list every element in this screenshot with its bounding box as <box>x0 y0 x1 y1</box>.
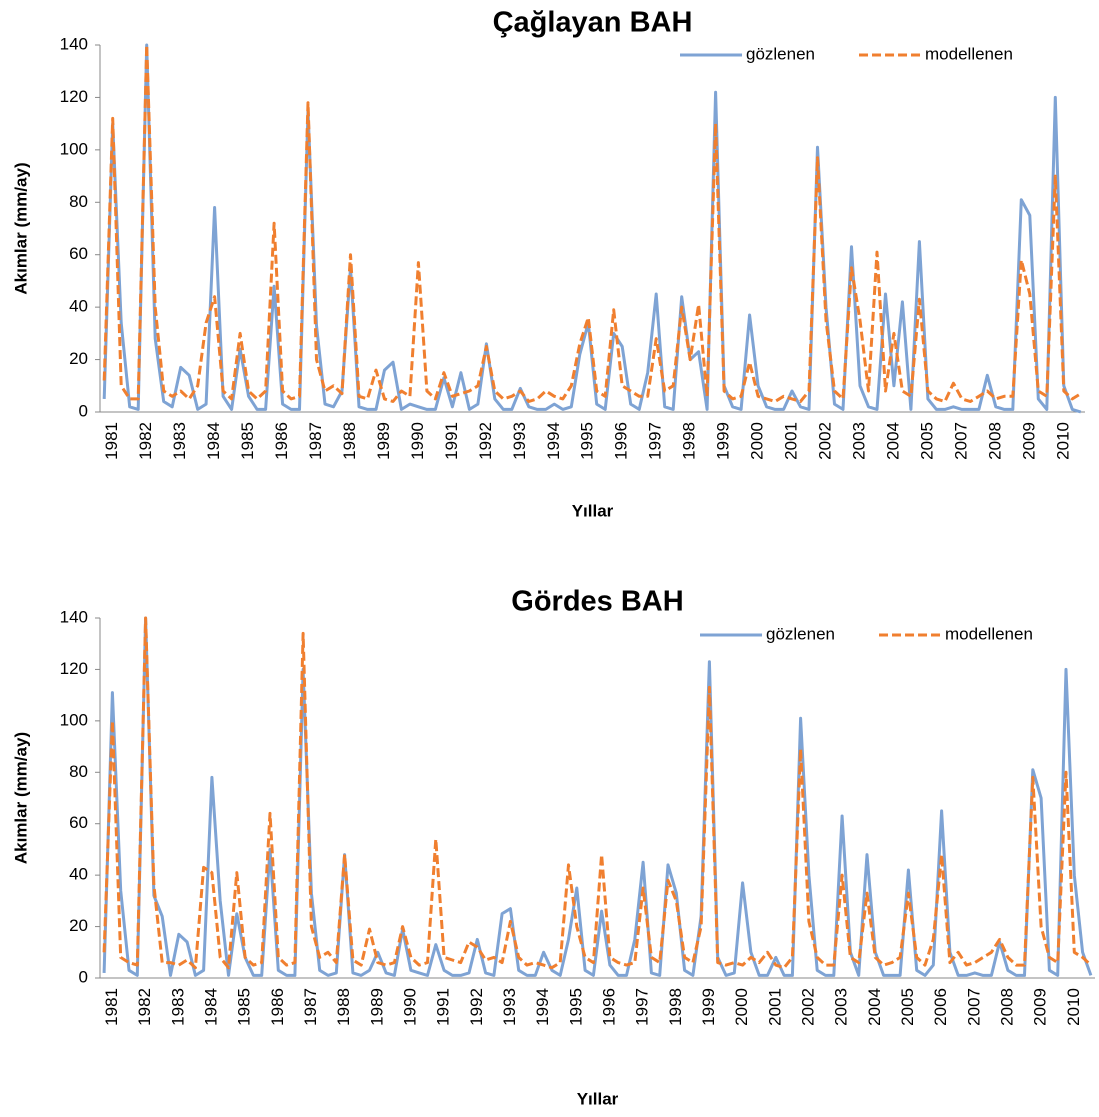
x-tick-label: 1993 <box>510 422 529 460</box>
x-tick-label: 2004 <box>883 422 902 460</box>
x-tick-label: 1981 <box>102 422 121 460</box>
x-tick-label: 1987 <box>306 422 325 460</box>
y-tick-label: 40 <box>69 865 88 884</box>
x-tick-label: 1981 <box>102 988 121 1026</box>
x-tick-label: 1987 <box>301 988 320 1026</box>
series-line <box>102 616 1093 977</box>
x-tick-label: 2005 <box>917 422 936 460</box>
y-tick-label: 120 <box>60 659 88 678</box>
x-tick-label: 1986 <box>268 988 287 1026</box>
x-tick-label: 1995 <box>578 422 597 460</box>
y-tick-label: 20 <box>69 349 88 368</box>
legend-label: gözlenen <box>766 624 835 643</box>
x-tick-label: 2002 <box>815 422 834 460</box>
y-tick-label: 0 <box>79 967 88 986</box>
x-tick-label: 1983 <box>170 422 189 460</box>
legend-label: modellenen <box>945 624 1033 643</box>
x-tick-label: 1994 <box>533 988 552 1026</box>
y-tick-label: 140 <box>60 607 88 626</box>
y-tick-label: 60 <box>69 244 88 263</box>
x-tick-label: 1983 <box>168 988 187 1026</box>
x-tick-label: 1995 <box>566 988 585 1026</box>
y-tick-label: 80 <box>69 762 88 781</box>
x-tick-label: 1996 <box>612 422 631 460</box>
x-tick-label: 2003 <box>832 988 851 1026</box>
x-tick-label: 1990 <box>400 988 419 1026</box>
x-tick-label: 1982 <box>136 422 155 460</box>
x-tick-label: 1997 <box>633 988 652 1026</box>
y-tick-label: 140 <box>60 34 88 53</box>
x-tick-label: 1997 <box>646 422 665 460</box>
x-tick-label: 1999 <box>714 422 733 460</box>
x-tick-label: 1991 <box>434 988 453 1026</box>
x-tick-label: 1992 <box>467 988 486 1026</box>
y-tick-label: 100 <box>60 139 88 158</box>
x-tick-label: 1989 <box>374 422 393 460</box>
x-tick-label: 2010 <box>1053 422 1072 460</box>
x-tick-label: 2007 <box>964 988 983 1026</box>
x-tick-label: 2000 <box>748 422 767 460</box>
x-tick-label: 1982 <box>135 988 154 1026</box>
x-tick-label: 1991 <box>442 422 461 460</box>
legend-label: modellenen <box>925 44 1013 63</box>
x-tick-label: 1984 <box>204 422 223 460</box>
x-tick-label: 2010 <box>1064 988 1083 1026</box>
x-tick-label: 2001 <box>765 988 784 1026</box>
x-tick-label: 1988 <box>334 988 353 1026</box>
x-tick-label: 1999 <box>699 988 718 1026</box>
y-tick-label: 40 <box>69 297 88 316</box>
x-tick-label: 1988 <box>340 422 359 460</box>
x-tick-label: 2009 <box>1019 422 1038 460</box>
chart-title: Gördes BAH <box>511 586 683 618</box>
x-tick-label: 1996 <box>599 988 618 1026</box>
x-tick-label: 2002 <box>798 988 817 1026</box>
y-tick-label: 100 <box>60 710 88 729</box>
y-axis-label: Akımlar (mm/ay) <box>11 162 30 294</box>
x-tick-label: 2001 <box>782 422 801 460</box>
y-tick-label: 120 <box>60 87 88 106</box>
x-axis-label: Yıllar <box>572 501 614 520</box>
y-tick-label: 20 <box>69 916 88 935</box>
series-line <box>102 616 1092 970</box>
x-tick-label: 1994 <box>544 422 563 460</box>
legend-label: gözlenen <box>746 44 815 63</box>
x-tick-label: 2007 <box>951 422 970 460</box>
x-tick-label: 2004 <box>865 988 884 1026</box>
series-line <box>102 43 1082 414</box>
x-axis-label: Yıllar <box>577 1089 619 1108</box>
x-tick-label: 1992 <box>476 422 495 460</box>
x-tick-label: 2009 <box>1031 988 1050 1026</box>
y-tick-label: 60 <box>69 813 88 832</box>
chart-title: Çağlayan BAH <box>493 7 693 39</box>
x-tick-label: 1985 <box>235 988 254 1026</box>
x-tick-label: 1986 <box>272 422 291 460</box>
series-line <box>102 43 1082 403</box>
x-tick-label: 2003 <box>849 422 868 460</box>
x-tick-label: 2005 <box>898 988 917 1026</box>
y-tick-label: 80 <box>69 192 88 211</box>
x-tick-label: 1984 <box>201 988 220 1026</box>
x-tick-label: 1989 <box>367 988 386 1026</box>
y-axis-label: Akımlar (mm/ay) <box>11 732 30 864</box>
y-tick-label: 0 <box>79 401 88 420</box>
x-tick-label: 2008 <box>997 988 1016 1026</box>
x-tick-label: 2008 <box>985 422 1004 460</box>
x-tick-label: 1998 <box>680 422 699 460</box>
x-tick-label: 1990 <box>408 422 427 460</box>
x-tick-label: 1993 <box>500 988 519 1026</box>
x-tick-label: 2006 <box>931 988 950 1026</box>
x-tick-label: 2000 <box>732 988 751 1026</box>
x-tick-label: 1998 <box>666 988 685 1026</box>
x-tick-label: 1985 <box>238 422 257 460</box>
